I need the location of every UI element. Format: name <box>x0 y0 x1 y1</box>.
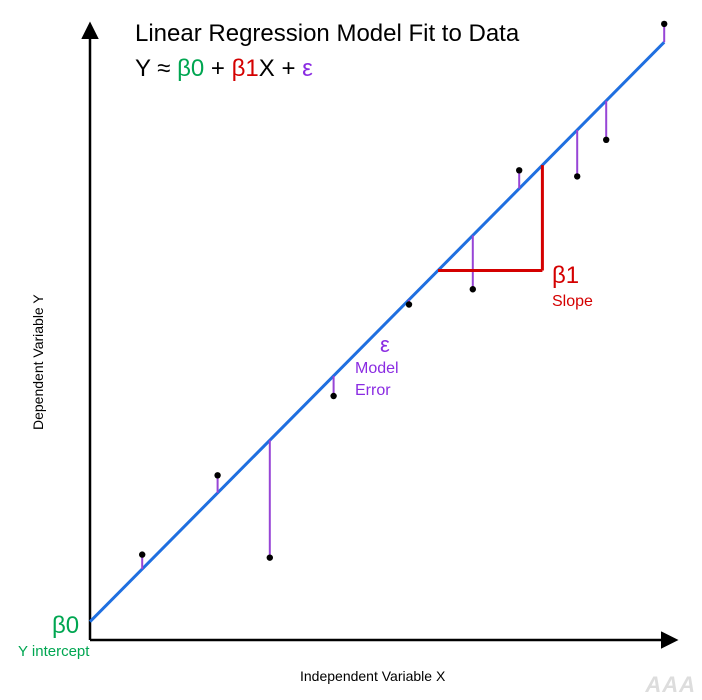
slope-label: Slope <box>552 293 593 311</box>
data-point <box>603 137 609 143</box>
chart-title: Linear Regression Model Fit to Data <box>135 20 519 48</box>
equation-part: ε <box>302 55 313 82</box>
watermark: AAA <box>645 672 696 698</box>
regression-chart <box>0 0 702 700</box>
data-point <box>406 301 412 307</box>
chart-equation: Y ≈ β0 + β1X + ε <box>135 55 313 83</box>
regression-line <box>90 42 664 622</box>
equation-part: + <box>204 55 231 82</box>
data-point <box>470 286 476 292</box>
slope-symbol: β1 <box>552 262 579 290</box>
equation-part: X + <box>259 55 302 82</box>
equation-part: Y ≈ <box>135 55 177 82</box>
error-label-1: Model <box>355 360 399 378</box>
data-point <box>574 173 580 179</box>
data-point <box>330 393 336 399</box>
intercept-label: Y intercept <box>18 643 89 660</box>
equation-part: β0 <box>177 55 204 82</box>
error-label-2: Error <box>355 382 391 400</box>
data-point <box>139 551 145 557</box>
x-axis-label: Independent Variable X <box>300 668 445 684</box>
data-point <box>214 472 220 478</box>
data-point <box>661 21 667 27</box>
equation-part: β1 <box>232 55 259 82</box>
data-point <box>267 554 273 560</box>
intercept-symbol: β0 <box>52 612 79 640</box>
data-point <box>516 167 522 173</box>
y-axis-label: Dependent Variable Y <box>30 294 46 430</box>
error-symbol: ε <box>380 332 390 358</box>
